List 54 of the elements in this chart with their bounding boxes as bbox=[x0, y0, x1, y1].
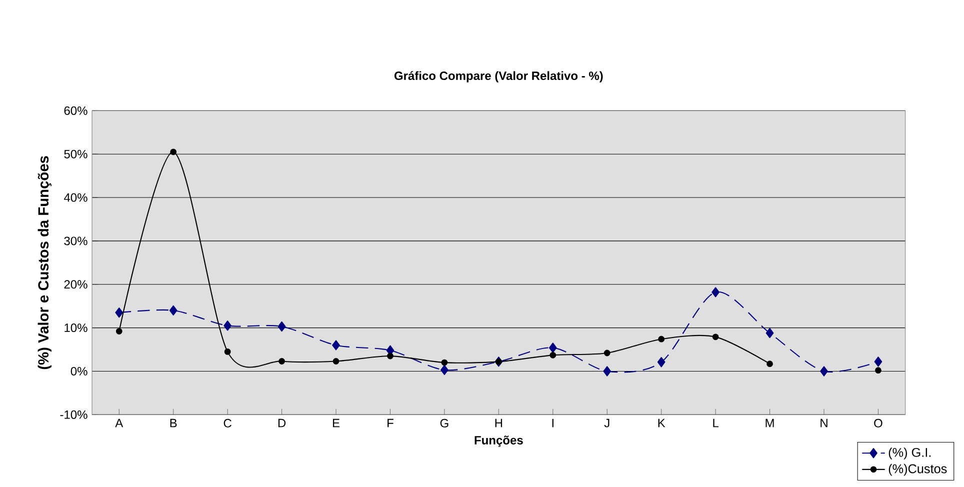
x-tick-label: G bbox=[440, 419, 448, 428]
point bbox=[875, 367, 882, 374]
y-axis-title: (%) Valor e Custos da Funções bbox=[38, 156, 52, 370]
point bbox=[766, 360, 773, 368]
y-tick-label: 40% bbox=[64, 193, 88, 202]
point bbox=[658, 336, 665, 342]
legend-label: (%)Custos bbox=[888, 464, 947, 476]
point bbox=[169, 306, 178, 316]
point bbox=[116, 328, 122, 335]
y-tick-label: -10% bbox=[60, 410, 88, 420]
y-tick-label: 50% bbox=[64, 150, 88, 159]
x-tick-label: I bbox=[552, 419, 554, 428]
point bbox=[278, 358, 285, 365]
point bbox=[712, 287, 720, 298]
x-tick-label: M bbox=[766, 419, 774, 428]
x-tick-label: J bbox=[604, 419, 610, 428]
point bbox=[115, 308, 124, 318]
point bbox=[604, 350, 610, 356]
x-tick-label: E bbox=[332, 419, 340, 428]
x-tick-label: O bbox=[874, 419, 882, 428]
x-tick-label: N bbox=[820, 419, 828, 428]
point bbox=[332, 358, 340, 365]
x-tick-label: H bbox=[495, 419, 502, 428]
point bbox=[548, 342, 557, 354]
legend-label: (%) G.I. bbox=[888, 448, 931, 460]
y-tick-label: 0% bbox=[70, 367, 88, 376]
y-tick-label: 20% bbox=[64, 280, 88, 289]
point bbox=[550, 352, 556, 359]
point bbox=[440, 365, 448, 376]
point bbox=[657, 357, 666, 368]
point bbox=[874, 356, 882, 367]
x-tick-label: F bbox=[388, 419, 394, 428]
point bbox=[387, 353, 394, 360]
chart-title: Gráfico Compare (Valor Relativo - %) bbox=[394, 71, 603, 83]
x-axis-title: Funções bbox=[474, 436, 523, 447]
point bbox=[820, 366, 828, 376]
point bbox=[441, 360, 448, 366]
y-tick-label: 60% bbox=[64, 106, 88, 116]
point bbox=[603, 366, 612, 376]
x-tick-label: B bbox=[170, 419, 177, 428]
point bbox=[170, 148, 177, 156]
x-tick-label: L bbox=[713, 419, 718, 428]
x-tick-label: C bbox=[224, 419, 232, 428]
point bbox=[224, 320, 232, 331]
y-tick-label: 10% bbox=[64, 324, 88, 332]
point bbox=[766, 328, 774, 338]
point bbox=[278, 322, 286, 332]
y-tick-label: 30% bbox=[64, 236, 88, 246]
point bbox=[332, 340, 340, 350]
point bbox=[712, 334, 719, 340]
x-tick-label: K bbox=[658, 419, 666, 428]
x-tick-label: A bbox=[115, 419, 124, 428]
x-tick-label: D bbox=[278, 419, 286, 428]
point bbox=[224, 348, 231, 356]
